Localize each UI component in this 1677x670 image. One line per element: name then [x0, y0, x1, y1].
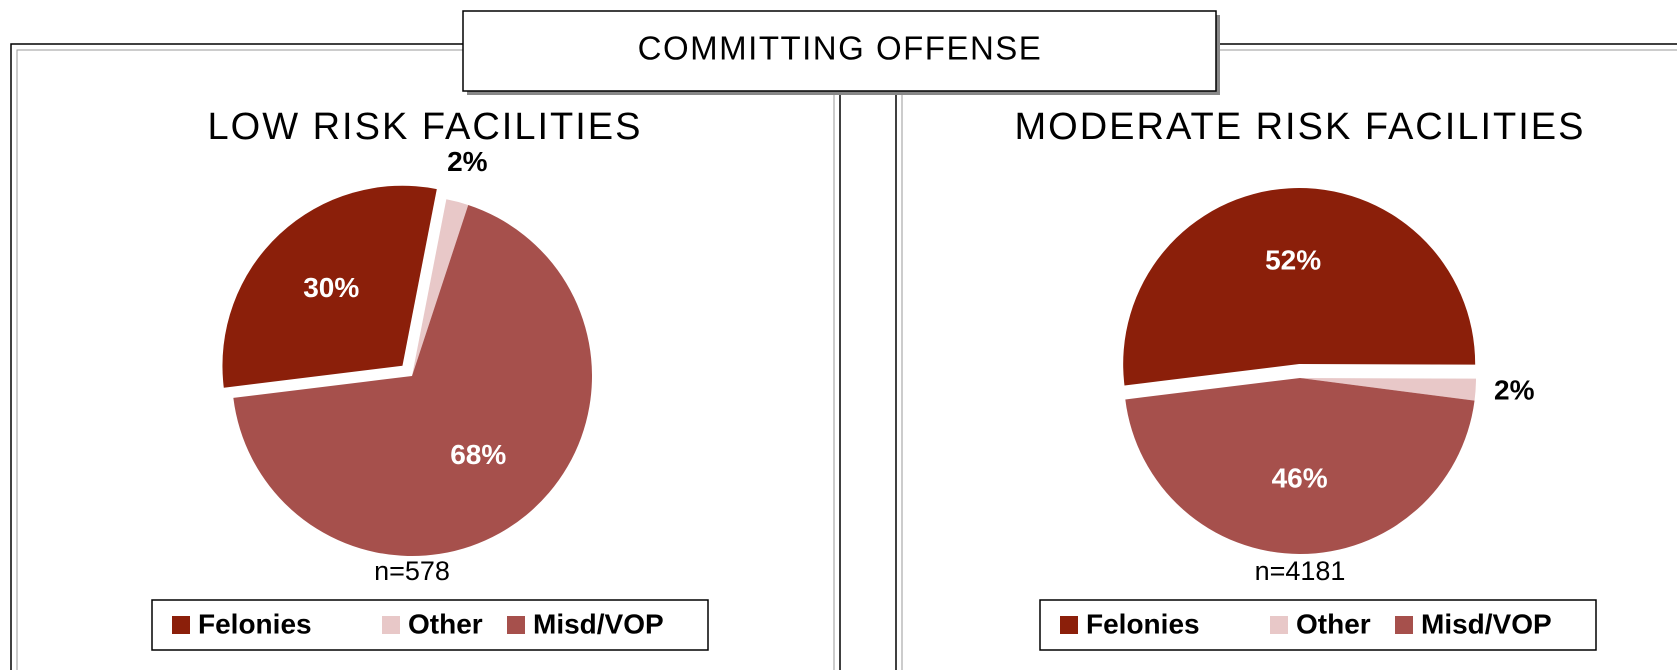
- data-label: 2%: [1494, 375, 1535, 406]
- legend-box: [151, 599, 709, 651]
- legend-swatch: [382, 616, 400, 634]
- legend-label: Other: [1296, 608, 1371, 639]
- data-label: 46%: [1272, 462, 1328, 493]
- data-label: 68%: [450, 439, 506, 470]
- right-panel-inner: [901, 49, 1677, 670]
- left-panel-inner: [16, 49, 835, 670]
- page-title: COMMITTING OFFENSE: [638, 30, 1043, 67]
- legend-swatch: [1270, 616, 1288, 634]
- title-box: [462, 10, 1217, 92]
- legend-label: Felonies: [1086, 608, 1200, 639]
- data-label: 52%: [1265, 245, 1321, 276]
- legend-label: Misd/VOP: [1421, 608, 1552, 639]
- sample-size: n=4181: [1255, 556, 1346, 586]
- chart-title: MODERATE RISK FACILITIES: [1015, 106, 1586, 148]
- legend-swatch: [507, 616, 525, 634]
- pie-slice: [412, 199, 469, 376]
- pie-slice: [1123, 188, 1476, 386]
- legend-label: Other: [408, 608, 483, 639]
- data-label: 2%: [447, 146, 488, 177]
- sample-size: n=578: [374, 556, 450, 586]
- right-panel: [895, 43, 1677, 670]
- pie-slice: [222, 185, 437, 388]
- pie-slice: [1125, 378, 1475, 555]
- legend-swatch: [1395, 616, 1413, 634]
- left-panel: [10, 43, 841, 670]
- data-label: 30%: [303, 272, 359, 303]
- pie-slice: [1300, 378, 1476, 401]
- pie-slice: [233, 205, 593, 556]
- legend-swatch: [172, 616, 190, 634]
- legend-label: Misd/VOP: [533, 608, 664, 639]
- legend-swatch: [1060, 616, 1078, 634]
- legend-label: Felonies: [198, 608, 312, 639]
- chart-title: LOW RISK FACILITIES: [208, 106, 643, 148]
- legend-box: [1039, 599, 1597, 651]
